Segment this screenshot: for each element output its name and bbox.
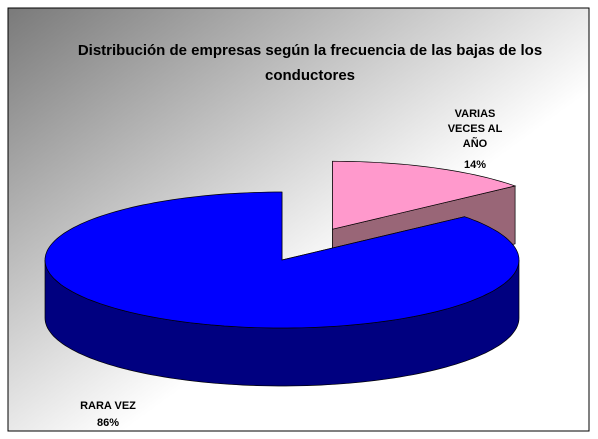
category-label: VARIAS VECES AL AÑO (447, 108, 503, 150)
data-label: VARIAS VECES AL AÑO 14% (425, 107, 525, 173)
data-label: RARA VEZ 86% (58, 399, 158, 431)
chart-title: Distribución de empresas según la frecue… (77, 42, 543, 84)
value-label: 14% (463, 159, 487, 171)
slice (332, 160, 517, 230)
category-label: RARA VEZ (80, 400, 136, 412)
slice (44, 191, 520, 329)
value-label: 86% (96, 417, 120, 429)
